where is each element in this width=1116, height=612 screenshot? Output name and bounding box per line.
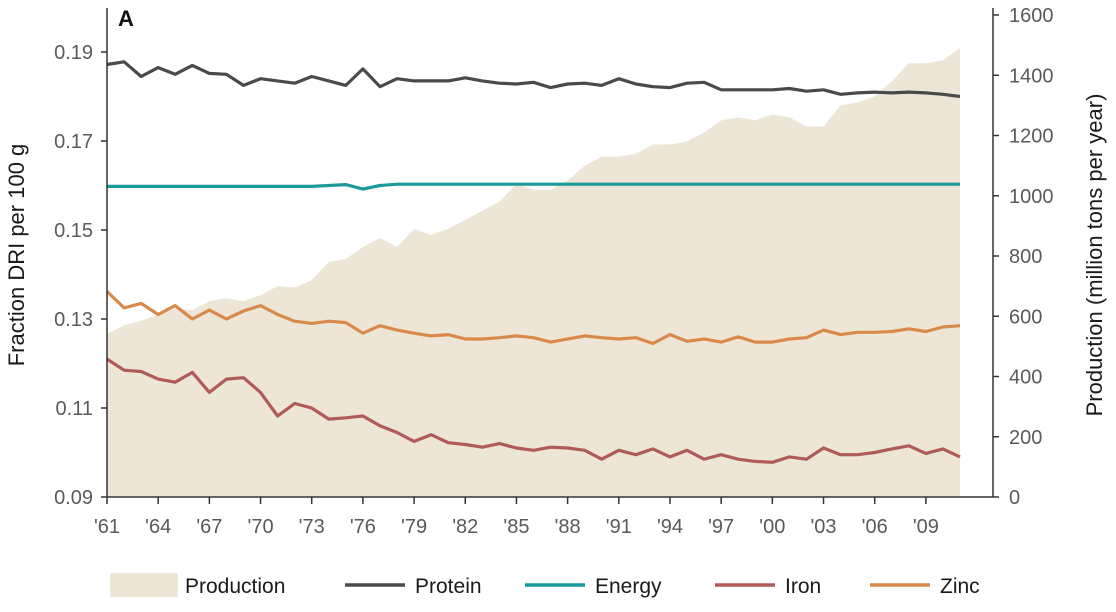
x-tick-label: '88 — [555, 516, 581, 538]
y-axis-title-left: Fraction DRI per 100 g — [4, 144, 29, 367]
x-tick-label: '82 — [452, 516, 478, 538]
zinc-legend-label: Zinc — [940, 575, 980, 598]
production-area — [107, 48, 960, 497]
x-tick-label: '76 — [350, 516, 376, 538]
series-lines-layer — [105, 60, 961, 464]
legend: Production Protein Energy Iron Zinc — [110, 573, 980, 598]
x-tick-label: '85 — [503, 516, 529, 538]
production-area-layer — [107, 48, 960, 497]
iron-legend-label: Iron — [785, 575, 821, 598]
y-axis-title-right: Production (million tons per year) — [1082, 94, 1107, 417]
x-tick-label: '03 — [810, 516, 836, 538]
x-tick-label: '61 — [94, 516, 120, 538]
y-tick-label: 0.13 — [54, 309, 93, 331]
x-tick-label: '06 — [862, 516, 888, 538]
y2-tick-label: 200 — [1009, 427, 1042, 449]
y2-tick-label: 1200 — [1009, 126, 1054, 148]
x-tick-label: '94 — [657, 516, 683, 538]
axes-layer — [106, 8, 994, 498]
x-tick-label: '64 — [145, 516, 171, 538]
x-tick-label: '67 — [196, 516, 222, 538]
y-tick-label: 0.19 — [54, 42, 93, 64]
protein-line — [106, 60, 961, 99]
y-tick-label: 0.17 — [54, 131, 93, 153]
y2-tick-label: 1600 — [1009, 5, 1054, 27]
iron-line — [106, 357, 961, 464]
x-tick-label: '73 — [299, 516, 325, 538]
x-tick-label: '97 — [708, 516, 734, 538]
protein-legend-label: Protein — [415, 575, 482, 598]
x-tick-label: '91 — [606, 516, 632, 538]
y2-tick-label: 400 — [1009, 367, 1042, 389]
x-tick-label: '00 — [759, 516, 785, 538]
energy-line — [107, 182, 960, 191]
y-tick-label: 0.11 — [56, 398, 93, 420]
zinc-line — [105, 290, 961, 346]
y2-tick-label: 800 — [1009, 246, 1042, 268]
x-tick-label: '79 — [401, 516, 427, 538]
y2-tick-label: 1400 — [1009, 65, 1054, 87]
ticks-layer: 0.09 0.11 0.13 0.15 0.17 0.19 0 200 400 600 800 100… — [54, 5, 1053, 538]
x-tick-label: '70 — [248, 516, 274, 538]
panel-label: A — [118, 6, 134, 31]
energy-legend-label: Energy — [595, 575, 662, 598]
y2-tick-label: 600 — [1009, 306, 1042, 328]
y2-tick-label: 1000 — [1009, 186, 1054, 208]
x-tick-label: '09 — [913, 516, 939, 538]
y-tick-label: 0.09 — [54, 487, 93, 509]
production-legend-label: Production — [185, 575, 285, 598]
production-legend-swatch — [110, 573, 178, 597]
y-tick-label: 0.15 — [54, 220, 93, 242]
y2-tick-label: 0 — [1009, 487, 1020, 509]
